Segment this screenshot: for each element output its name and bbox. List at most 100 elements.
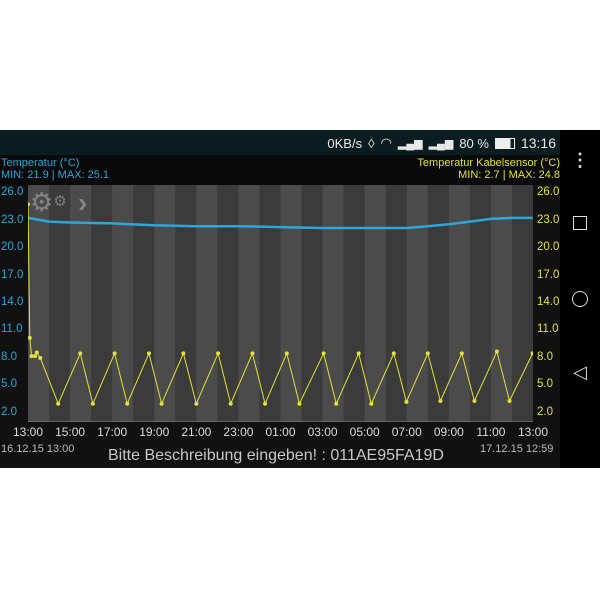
data-point	[27, 335, 32, 340]
x-tick: 03:00	[307, 425, 338, 439]
hour-band	[301, 185, 324, 422]
hour-band	[133, 185, 155, 422]
x-tick: 13:00	[517, 425, 549, 439]
data-point	[472, 398, 477, 403]
chart-svg	[26, 185, 535, 423]
hour-band	[469, 185, 492, 422]
signal-icon: ▂▄▆	[428, 137, 454, 150]
y-tick-right: 2.0	[537, 405, 553, 418]
hour-band	[364, 185, 387, 422]
data-point	[321, 351, 326, 356]
app-screen: 0KB/s ◊ ◠ ▂▄▆ ▂▄▆ 80 % 13:16 ⋮ ◁ Tempera…	[0, 130, 600, 468]
hour-band	[322, 185, 345, 422]
settings-gears-icon[interactable]: ⚙⚙	[30, 187, 67, 217]
hour-band	[343, 185, 366, 422]
y-tick-left: 5.0	[1, 378, 17, 391]
data-point	[125, 401, 130, 406]
data-point	[369, 401, 374, 406]
hour-band	[112, 185, 134, 422]
hour-band	[259, 185, 281, 422]
hour-band	[427, 185, 450, 422]
y-tick-left: 20.0	[1, 241, 24, 254]
hour-band	[154, 185, 176, 422]
x-tick: 13:00	[12, 425, 44, 439]
home-icon[interactable]	[560, 291, 600, 312]
y-tick-right: 8.0	[537, 350, 553, 363]
data-point	[228, 401, 233, 406]
x-tick: 09:00	[433, 425, 464, 439]
left-series-minmax: MIN: 21.9 | MAX: 25.1	[1, 169, 110, 181]
data-point	[494, 349, 499, 354]
navigation-bar: ⋮ ◁	[560, 130, 600, 468]
data-point	[404, 399, 409, 404]
recents-icon[interactable]	[560, 216, 600, 235]
hour-band	[70, 185, 92, 422]
x-tick: 15:00	[55, 425, 86, 439]
right-series-title: Temperatur Kabelsensor (°C)	[417, 157, 560, 169]
data-point	[78, 351, 83, 356]
series-line-right	[27, 204, 534, 406]
data-point	[284, 351, 289, 356]
y-tick-right: 11.0	[537, 323, 559, 336]
x-tick: 21:00	[181, 425, 212, 439]
right-series-minmax: MIN: 2.7 | MAX: 24.8	[458, 169, 560, 181]
hour-band	[385, 185, 408, 422]
battery-percent: 80 %	[459, 135, 489, 151]
data-point	[459, 351, 464, 356]
data-point	[391, 351, 396, 356]
data-point	[29, 354, 34, 359]
x-tick: 23:00	[223, 425, 254, 439]
x-tick: 01:00	[265, 425, 296, 439]
chart-header: Temperatur (°C) MIN: 21.9 | MAX: 25.1 Te…	[0, 155, 560, 185]
y-tick-right: 20.0	[537, 241, 560, 254]
x-tick: 19:00	[139, 425, 170, 439]
data-point	[146, 351, 151, 356]
hour-band	[91, 185, 113, 422]
data-point	[216, 351, 221, 356]
device-description[interactable]: Bitte Beschreibung eingeben! : 011AE95FA…	[108, 447, 444, 464]
vibrate-icon: ◊	[368, 135, 375, 151]
data-point	[250, 351, 255, 356]
data-point	[507, 398, 512, 403]
network-speed: 0KB/s	[327, 135, 363, 151]
data-point	[194, 401, 199, 406]
hour-band	[49, 185, 71, 422]
clock: 13:16	[520, 135, 556, 151]
end-date: 17.12.15 12:59	[480, 443, 554, 455]
hour-band	[490, 185, 513, 422]
y-tick-left: 17.0	[1, 268, 24, 281]
y-tick-left: 8.0	[1, 350, 17, 363]
overflow-menu-icon[interactable]: ⋮	[571, 150, 589, 170]
data-point	[33, 354, 38, 359]
wifi-icon: ◠	[380, 135, 392, 150]
data-point	[263, 401, 268, 406]
x-tick: 05:00	[349, 425, 380, 439]
x-tick: 07:00	[391, 425, 422, 439]
data-point	[438, 398, 443, 403]
series-line-left	[27, 216, 533, 230]
data-point	[334, 401, 339, 406]
left-series-title: Temperatur (°C)	[1, 157, 80, 169]
data-point	[181, 351, 186, 356]
y-tick-left: 11.0	[1, 323, 23, 336]
data-point	[425, 351, 430, 356]
y-tick-right: 26.0	[537, 186, 560, 199]
y-tick-left: 2.0	[1, 405, 17, 418]
hour-band	[28, 185, 50, 422]
hour-band	[196, 185, 218, 422]
data-point	[356, 351, 361, 356]
chevron-right-icon[interactable]: ›	[78, 187, 88, 218]
hour-band	[406, 185, 429, 422]
data-point	[112, 351, 117, 356]
status-bar: 0KB/s ◊ ◠ ▂▄▆ ▂▄▆ 80 % 13:16	[0, 130, 560, 155]
start-date: 16.12.15 13:00	[1, 443, 75, 455]
x-tick: 11:00	[476, 425, 506, 439]
y-tick-right: 5.0	[537, 378, 553, 391]
hour-band	[217, 185, 239, 422]
y-tick-right: 14.0	[537, 296, 560, 309]
data-point	[297, 401, 302, 406]
data-point	[159, 401, 164, 406]
back-icon[interactable]: ◁	[573, 362, 587, 382]
hour-band	[238, 185, 260, 422]
chart-plot-area[interactable]: ⚙⚙ ›	[26, 185, 535, 423]
